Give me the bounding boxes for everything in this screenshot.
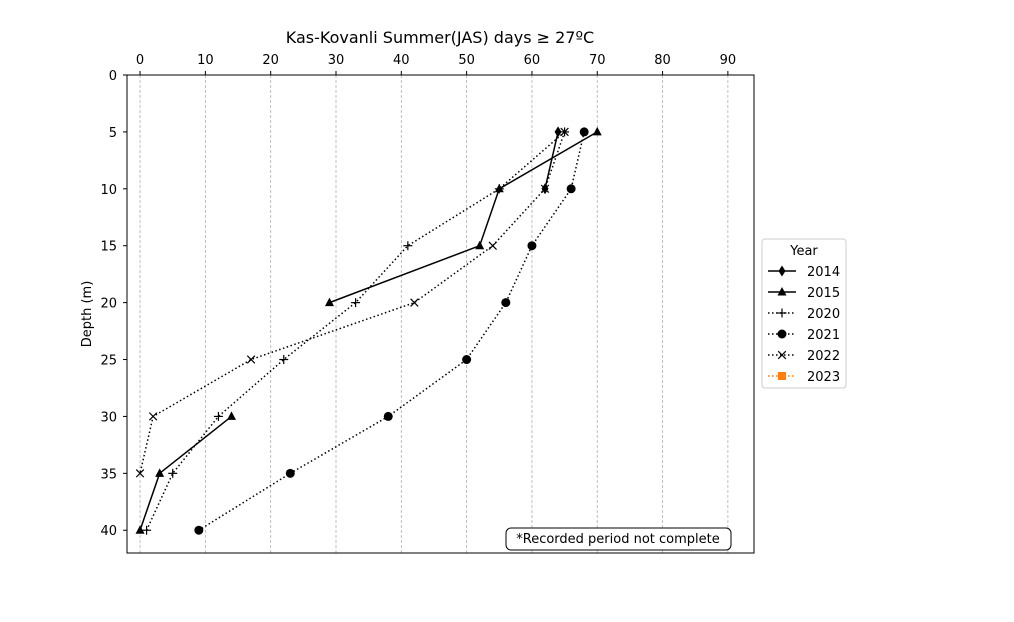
legend-entry-2023: 2023 <box>768 370 840 385</box>
data-point-2020 <box>279 355 289 365</box>
data-point-2015 <box>227 411 236 420</box>
legend-marker <box>778 372 786 380</box>
marker-stroke <box>540 184 550 194</box>
data-point-2022 <box>560 127 569 137</box>
y-tick-label: 5 <box>109 126 117 141</box>
data-point-2020 <box>351 298 361 308</box>
y-axis-label: Depth (m) <box>80 281 95 348</box>
x-tick-label: 40 <box>393 53 410 68</box>
legend-entry-2021: 2021 <box>768 328 840 343</box>
legend-label: 2022 <box>807 349 840 364</box>
x-tick-label: 70 <box>589 53 606 68</box>
legend: Year 2014 2015 2020 2021 2022 2023 <box>761 238 847 389</box>
plot-frame <box>126 74 755 554</box>
annotation-box: *Recorded period not complete <box>505 527 732 551</box>
x-tick-label: 10 <box>197 53 214 68</box>
data-point-2021 <box>579 127 589 137</box>
marker-stroke <box>560 127 569 137</box>
data-point-2014 <box>554 126 562 138</box>
x-tick-label: 0 <box>136 53 144 68</box>
data-point-2021 <box>566 184 576 194</box>
x-tick-label: 90 <box>720 53 737 68</box>
marker-stroke <box>777 350 787 360</box>
data-point-2020 <box>142 525 152 535</box>
data-point-2015 <box>475 240 485 250</box>
grid-lines <box>139 75 729 553</box>
x-tick-label: 20 <box>262 53 279 68</box>
data-point-2022 <box>148 412 158 421</box>
x-tick-label: 30 <box>328 53 345 68</box>
series-layer <box>135 126 602 535</box>
series-2015 <box>135 126 602 534</box>
marker-stroke <box>410 298 419 307</box>
data-point-2015 <box>324 297 334 307</box>
series-line-2014 <box>544 131 559 189</box>
marker-stroke <box>246 355 256 364</box>
annotation-text: *Recorded period not complete <box>516 532 720 547</box>
legend-entry-2014: 2014 <box>768 265 840 280</box>
x-tick-label: 50 <box>458 53 475 68</box>
data-point-2020 <box>168 468 178 478</box>
series-line-2015 <box>139 415 232 531</box>
y-tick-label: 30 <box>100 410 117 425</box>
series-2021 <box>194 127 589 535</box>
y-tick-label: 15 <box>100 240 117 255</box>
y-tick-label: 25 <box>100 354 117 369</box>
data-point-2021 <box>285 468 295 478</box>
data-point-2021 <box>194 525 204 535</box>
legend-entries: 2014 2015 2020 2021 2022 2023 <box>768 265 840 385</box>
legend-entry-2022: 2022 <box>768 349 840 364</box>
y-tick-label: 40 <box>100 524 117 539</box>
legend-marker <box>778 265 786 277</box>
legend-marker <box>777 308 787 318</box>
marker-stroke <box>488 241 497 250</box>
series-2014 <box>541 126 562 195</box>
y-tick-label: 0 <box>109 69 117 84</box>
data-point-2020 <box>213 411 223 421</box>
series-line-2021 <box>198 131 585 531</box>
data-point-2015 <box>135 525 145 534</box>
legend-frame <box>761 238 847 389</box>
axis-ticks: 0 10 20 30 40 50 60 70 80 90 0 5 10 15 20 25 30 35 40 <box>100 53 736 539</box>
series-2020 <box>142 127 570 535</box>
chart-title: Kas-Kovanli Summer(JAS) days ≥ 27ºC <box>286 28 594 47</box>
legend-label: 2023 <box>807 370 840 385</box>
y-tick-label: 10 <box>100 183 117 198</box>
legend-label: 2014 <box>807 265 840 280</box>
y-tick-label: 35 <box>100 467 117 482</box>
data-point-2022 <box>410 298 419 307</box>
data-point-2020 <box>494 184 504 194</box>
x-tick-label: 60 <box>524 53 541 68</box>
legend-marker <box>777 350 787 360</box>
legend-label: 2021 <box>807 328 840 343</box>
legend-label: 2020 <box>807 307 840 322</box>
data-point-2021 <box>501 298 511 308</box>
legend-entry-2015: 2015 <box>768 286 840 301</box>
legend-marker <box>777 329 787 339</box>
marker-stroke <box>148 412 158 421</box>
data-point-2022 <box>135 469 145 478</box>
series-line-2020 <box>145 131 566 531</box>
x-tick-label: 80 <box>654 53 671 68</box>
data-point-2015 <box>155 468 165 477</box>
data-point-2022 <box>246 355 256 364</box>
legend-label: 2015 <box>807 286 840 301</box>
annotation-frame <box>505 527 732 551</box>
series-2022 <box>135 127 569 478</box>
y-tick-label: 20 <box>100 297 117 312</box>
data-point-2021 <box>383 411 393 421</box>
data-point-2021 <box>462 355 472 365</box>
data-point-2022 <box>540 184 550 194</box>
data-point-2022 <box>488 241 497 250</box>
data-point-2015 <box>592 126 602 136</box>
data-point-2020 <box>403 241 413 251</box>
legend-marker <box>777 287 787 296</box>
legend-entry-2020: 2020 <box>768 307 840 322</box>
marker-stroke <box>135 469 145 478</box>
series-line-2015 <box>329 131 598 304</box>
legend-title: Year <box>789 244 818 259</box>
data-point-2021 <box>527 241 537 251</box>
